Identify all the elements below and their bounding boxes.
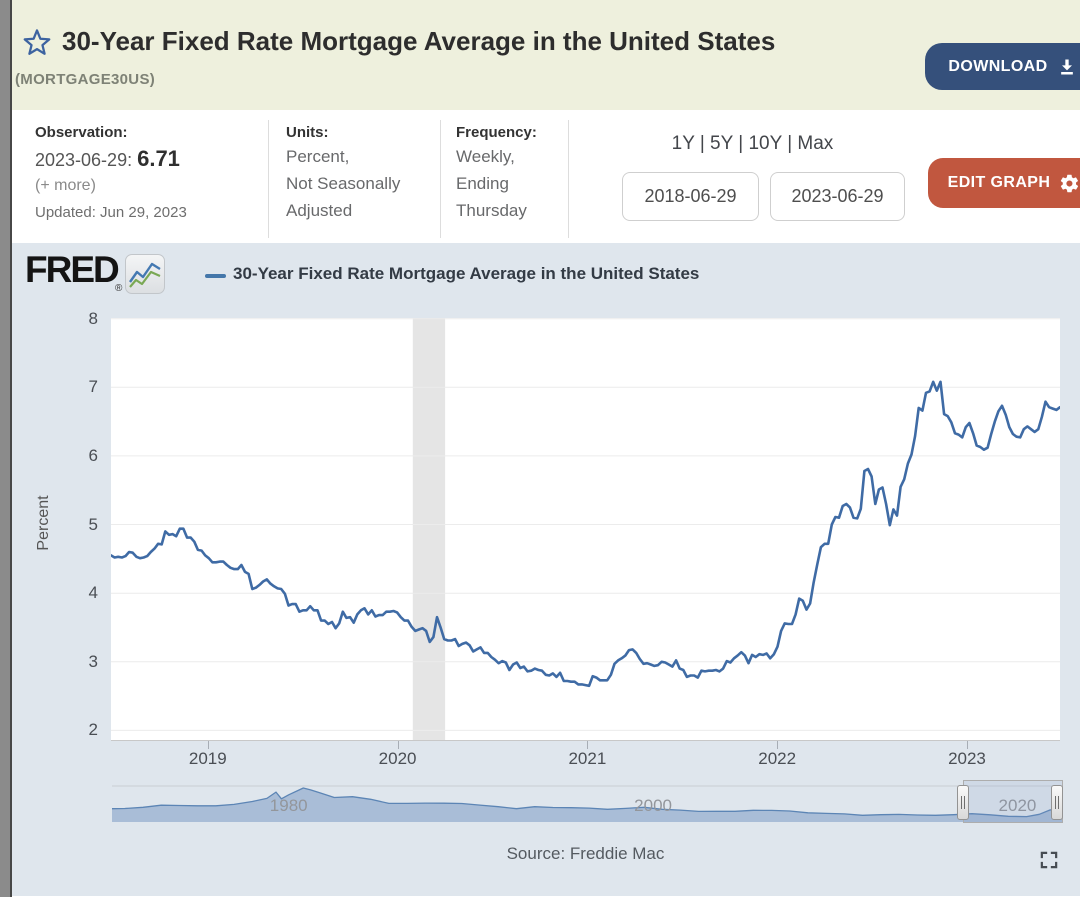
- range-links[interactable]: 1Y | 5Y | 10Y | Max: [671, 133, 834, 154]
- navigator-left-handle[interactable]: [957, 785, 969, 820]
- source-text: Source: Freddie Mac: [506, 844, 665, 863]
- main-chart[interactable]: [111, 318, 1060, 741]
- fullscreen-icon[interactable]: [1038, 849, 1060, 871]
- gear-icon: [1061, 174, 1079, 192]
- y-tick-label: 2: [88, 720, 98, 740]
- x-tick-label: 2022: [758, 749, 797, 768]
- x-tick-mark: [966, 741, 968, 749]
- series-header: [12, 0, 1080, 110]
- observation-label: Observation:: [35, 124, 128, 141]
- updated-text: Updated: Jun 29, 2023: [35, 204, 187, 221]
- x-tick-mark: [397, 741, 399, 749]
- window-edge: [0, 0, 10, 897]
- x-tick-mark: [777, 741, 779, 749]
- series-line: [111, 380, 1060, 688]
- navigator-year-label: 1980: [269, 796, 308, 815]
- more-observations-link[interactable]: (+ more): [35, 177, 96, 194]
- edit-graph-button-label: EDIT GRAPH: [947, 174, 1051, 191]
- fred-logo-chart-icon: [125, 254, 165, 294]
- observation-value-line: 2023-06-29: 6.71: [35, 146, 180, 172]
- navigator-year-label: 2020: [998, 796, 1037, 815]
- legend-line-swatch: [205, 274, 226, 278]
- meta-divider: [440, 120, 441, 238]
- fred-logo[interactable]: FRED: [25, 249, 120, 290]
- y-tick-label: 5: [88, 514, 98, 534]
- x-tick-label: 2020: [378, 749, 417, 768]
- observation-value: 6.71: [137, 146, 180, 171]
- legend-item[interactable]: 30-Year Fixed Rate Mortgage Average in t…: [233, 264, 700, 283]
- favorite-star-icon[interactable]: [21, 27, 53, 59]
- x-tick-mark: [587, 741, 589, 749]
- navigator-right-handle[interactable]: [1051, 785, 1063, 820]
- page-title: 30-Year Fixed Rate Mortgage Average in t…: [62, 26, 776, 56]
- graph-container: FRED ® 30-Year Fixed Rate Mortgage Avera…: [12, 243, 1080, 896]
- units-line: Percent,: [286, 147, 350, 166]
- y-tick-label: 3: [88, 651, 98, 671]
- x-tick-label: 2021: [568, 749, 607, 768]
- navigator-chart: [112, 785, 1063, 822]
- end-date-input[interactable]: 2023-06-29: [770, 172, 905, 221]
- edit-graph-button[interactable]: EDIT GRAPH: [928, 158, 1080, 208]
- frequency-label: Frequency:: [456, 124, 537, 141]
- series-id: (MORTGAGE30US): [15, 71, 156, 88]
- fred-logo-registered: ®: [115, 283, 123, 294]
- download-button-label: DOWNLOAD: [948, 57, 1048, 75]
- units-label: Units:: [286, 124, 329, 141]
- units-line: Not Seasonally: [286, 174, 401, 193]
- meta-divider: [568, 120, 569, 238]
- x-tick-mark: [207, 741, 209, 749]
- x-tick-label: 2019: [188, 749, 227, 768]
- y-tick-label: 4: [88, 583, 98, 603]
- navigator-selected-range[interactable]: [963, 780, 1063, 823]
- window-edge-border: [10, 0, 12, 897]
- start-date-input[interactable]: 2018-06-29: [622, 172, 759, 221]
- y-tick-label: 7: [88, 377, 98, 397]
- x-tick-label: 2023: [948, 749, 986, 768]
- units-line: Adjusted: [286, 201, 353, 220]
- frequency-line: Weekly,: [456, 147, 515, 166]
- download-icon: [1060, 59, 1073, 74]
- recession-band: [412, 318, 446, 741]
- y-tick-label: 8: [88, 308, 98, 328]
- navigator-year-label: 2000: [634, 796, 672, 815]
- observation-date: 2023-06-29:: [35, 150, 133, 170]
- y-tick-label: 6: [88, 445, 98, 465]
- meta-divider: [268, 120, 269, 238]
- download-button[interactable]: DOWNLOAD: [925, 43, 1080, 90]
- frequency-line: Ending: [456, 174, 509, 193]
- frequency-line: Thursday: [456, 201, 527, 220]
